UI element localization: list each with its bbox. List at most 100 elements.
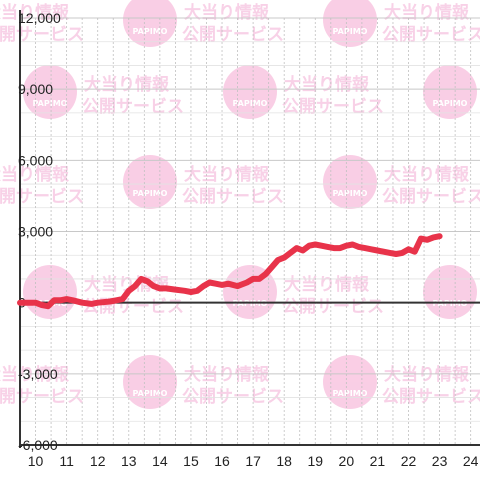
watermark-logo-text: PAPIMO	[333, 389, 368, 398]
data-point	[401, 251, 404, 255]
data-point	[195, 289, 199, 293]
watermark-line2: 公開サービス	[182, 387, 284, 407]
data-point	[295, 246, 298, 250]
data-point	[52, 299, 56, 302]
watermark-logo-icon	[223, 65, 277, 119]
data-point	[332, 246, 336, 250]
y-tick-label: 9,000	[18, 81, 53, 97]
data-point	[301, 249, 305, 252]
x-tick-label: 19	[307, 453, 323, 469]
watermark-logo-text: PAPIMO	[333, 189, 368, 198]
x-axis-tick-labels: 10 11 12 13 14 15 16 17 18 19 20 21 22 23 24	[28, 453, 479, 469]
watermark-line1: 大当り情報	[284, 74, 370, 95]
data-point	[338, 246, 342, 250]
x-tick-label: 17	[245, 453, 261, 469]
watermark-logo-text: PAPIMO	[433, 99, 468, 108]
data-point	[264, 273, 267, 276]
watermark-line2: 公開サービス	[182, 187, 284, 207]
data-point	[65, 297, 68, 301]
x-tick-label: 16	[214, 453, 230, 469]
data-point	[18, 301, 22, 304]
data-point	[34, 301, 37, 304]
watermark-logo-text: PAPIMO	[33, 99, 68, 108]
data-point	[320, 244, 323, 247]
data-point	[121, 297, 124, 301]
watermark-logo-icon	[323, 355, 377, 409]
watermark-logo-icon	[123, 355, 177, 409]
data-point	[419, 237, 423, 240]
x-tick-label: 11	[59, 453, 74, 469]
x-tick-label: 14	[152, 453, 168, 469]
x-tick-label: 12	[90, 453, 106, 469]
data-point	[140, 277, 143, 281]
data-point	[438, 235, 441, 238]
watermark-line1: 大当り情報	[0, 364, 70, 385]
x-tick-label: 10	[28, 453, 44, 469]
data-point	[289, 251, 292, 255]
data-point	[59, 299, 62, 302]
watermark-line1: 大当り情報	[184, 364, 270, 385]
data-point	[40, 303, 43, 307]
x-tick-label: 21	[370, 453, 386, 469]
data-point	[307, 244, 311, 247]
data-point	[425, 238, 429, 242]
data-point	[314, 243, 317, 246]
watermark-logo-icon	[123, 155, 177, 209]
data-point	[90, 302, 93, 306]
watermark-line1: 大当り情報	[84, 74, 170, 95]
data-point	[46, 305, 50, 308]
watermark-logo-icon	[423, 65, 477, 119]
watermark-line2: 公開サービス	[82, 97, 184, 117]
y-tick-label: 6,000	[18, 152, 53, 168]
watermark-line2: 公開サービス	[282, 297, 384, 317]
data-point	[394, 252, 398, 256]
data-point	[71, 299, 75, 302]
watermark-logo-text: PAPIMO	[233, 99, 268, 108]
data-point	[363, 246, 367, 250]
data-point	[282, 256, 286, 259]
data-point	[376, 249, 379, 252]
watermark-logo-icon	[23, 65, 77, 119]
y-tick-label: 12,000	[18, 10, 61, 26]
data-point	[133, 284, 137, 288]
y-tick-label: -3,000	[18, 366, 58, 382]
data-point	[258, 277, 261, 281]
watermark-logo-text: PAPIMO	[133, 27, 168, 36]
watermark-line2: 公開サービス	[182, 25, 284, 45]
x-tick-label: 18	[276, 453, 292, 469]
data-point	[382, 250, 385, 253]
data-point	[432, 236, 435, 239]
watermark-line1: 大当り情報	[384, 164, 470, 185]
data-point	[351, 243, 354, 246]
data-point	[388, 251, 392, 255]
watermark-line1: 大当り情報	[184, 2, 270, 23]
data-point	[152, 284, 155, 288]
data-point	[413, 250, 416, 253]
watermark-logo-icon	[323, 0, 377, 47]
data-point	[251, 277, 255, 281]
y-tick-label: 3,000	[18, 224, 53, 240]
data-point	[270, 265, 273, 269]
data-point	[208, 281, 211, 284]
data-point	[276, 258, 280, 262]
data-point	[80, 301, 84, 304]
watermark-logo-text: PAPIMO	[133, 189, 168, 198]
data-point	[236, 284, 239, 288]
data-point	[189, 290, 193, 294]
data-point	[115, 299, 118, 302]
data-point	[164, 287, 168, 290]
data-point	[357, 245, 360, 249]
data-point	[108, 300, 112, 303]
watermark-line1: 大当り情報	[384, 2, 470, 23]
data-point	[214, 282, 218, 285]
watermark-line2: 公開サービス	[382, 387, 480, 407]
data-point	[146, 280, 149, 283]
watermark-logo-text: PAPIMO	[133, 389, 168, 398]
x-tick-label: 13	[121, 453, 137, 469]
x-tick-label: 22	[401, 453, 417, 469]
watermark-line1: 大当り情報	[0, 164, 70, 185]
